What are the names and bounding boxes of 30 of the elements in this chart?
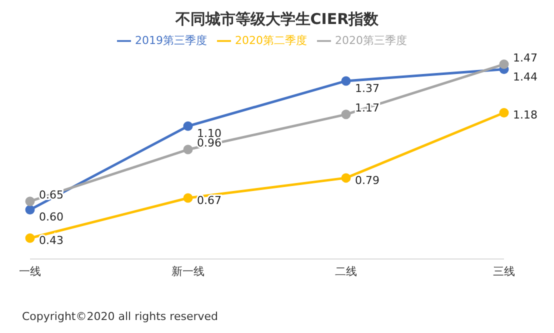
data-label: 1.47 <box>513 51 538 64</box>
point <box>183 193 193 203</box>
x-tick-label: 二线 <box>335 264 357 278</box>
data-label: 1.17 <box>355 101 380 114</box>
data-label: 0.79 <box>355 174 380 187</box>
data-label: 1.37 <box>355 82 380 95</box>
data-label: 1.18 <box>513 108 538 122</box>
point <box>341 110 351 120</box>
legend-label: 2019第三季度 <box>135 34 207 47</box>
legend-label: 2020第二季度 <box>235 34 307 47</box>
x-tick-label: 三线 <box>493 264 515 278</box>
point <box>25 204 35 214</box>
data-label: 0.60 <box>39 210 64 224</box>
data-label: 1.44 <box>513 70 538 84</box>
data-label: 0.67 <box>197 194 222 208</box>
point <box>25 233 35 243</box>
x-tick-label: 新一线 <box>172 264 204 278</box>
legend-label: 2020第三季度 <box>335 34 407 47</box>
point <box>183 144 193 154</box>
point <box>499 60 509 70</box>
point <box>341 173 351 183</box>
point <box>25 196 35 206</box>
point <box>341 76 351 86</box>
text: Copyright©2020 all rights reserved <box>22 310 218 323</box>
data-label: 0.43 <box>39 234 64 248</box>
data-label: 0.96 <box>197 136 222 150</box>
chart-title: 不同城市等级大学生CIER指数 <box>174 10 380 29</box>
point <box>499 108 509 118</box>
point <box>183 121 193 131</box>
x-tick-label: 一线 <box>19 264 41 278</box>
